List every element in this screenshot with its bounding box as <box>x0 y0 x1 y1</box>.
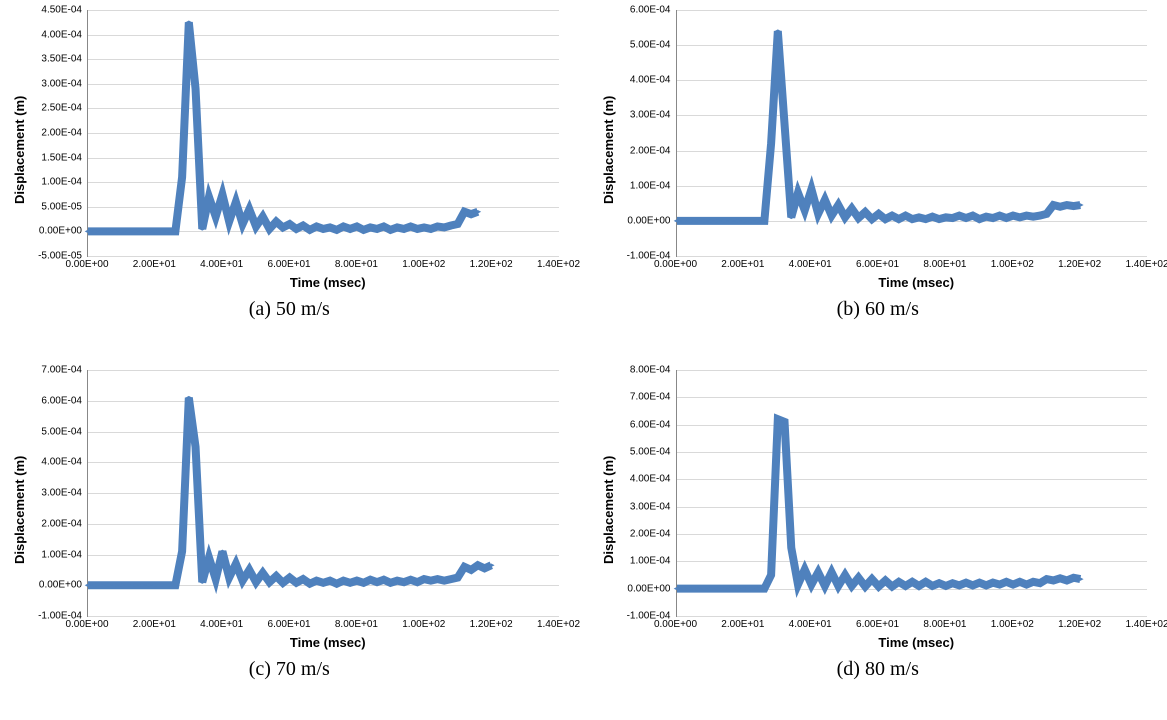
plot-area: -1.00E-040.00E+001.00E-042.00E-043.00E-0… <box>676 370 1148 617</box>
y-tick-label: 1.00E-04 <box>41 177 82 188</box>
y-tick-label: 0.00E+00 <box>627 583 670 594</box>
x-tick-label: 1.40E+02 <box>1125 619 1167 630</box>
x-tick-label: 2.00E+01 <box>133 619 176 630</box>
series-line <box>677 10 1148 256</box>
y-tick-label: 1.50E-04 <box>41 152 82 163</box>
x-tick-label: 1.20E+02 <box>470 259 513 270</box>
x-tick-label: 1.00E+02 <box>991 259 1034 270</box>
x-tick-label: 2.00E+01 <box>721 259 764 270</box>
x-tick-label: 1.40E+02 <box>537 259 580 270</box>
y-tick-label: 3.00E-04 <box>630 501 671 512</box>
x-tick-label: 0.00E+00 <box>65 259 108 270</box>
y-axis-label: Displacement (m) <box>599 370 616 650</box>
y-tick-label: 5.00E-04 <box>630 40 671 51</box>
chart-box: Displacement (m) -1.00E-040.00E+001.00E-0… <box>10 370 569 650</box>
y-tick-label: 2.00E-04 <box>41 128 82 139</box>
y-tick-label: 2.00E-04 <box>630 145 671 156</box>
chart-panel-a: Displacement (m) -5.00E-050.00E+005.00E-0… <box>10 10 569 350</box>
y-tick-label: 0.00E+00 <box>39 226 82 237</box>
y-tick-label: 6.00E-04 <box>630 419 671 430</box>
y-tick-label: 4.50E-04 <box>41 5 82 16</box>
y-axis-label: Displacement (m) <box>10 10 27 290</box>
x-axis-label: Time (msec) <box>676 275 1158 290</box>
y-tick-label: 6.00E-04 <box>41 395 82 406</box>
y-tick-label: 6.00E-04 <box>630 5 671 16</box>
y-tick-label: 7.00E-04 <box>630 392 671 403</box>
y-tick-label: 0.00E+00 <box>627 215 670 226</box>
x-tick-label: 4.00E+01 <box>200 619 243 630</box>
x-tick-label: 1.20E+02 <box>1058 259 1101 270</box>
x-axis-label: Time (msec) <box>676 635 1158 650</box>
x-tick-label: 1.40E+02 <box>1125 259 1167 270</box>
x-tick-label: 1.20E+02 <box>470 619 513 630</box>
x-tick-label: 1.00E+02 <box>402 619 445 630</box>
series-line <box>677 370 1148 616</box>
chart-grid: Displacement (m) -5.00E-050.00E+005.00E-0… <box>10 10 1157 710</box>
chart-box: Displacement (m) -5.00E-050.00E+005.00E-0… <box>10 10 569 290</box>
chart-caption: (b) 60 m/s <box>837 298 919 321</box>
plot-area: -1.00E-040.00E+001.00E-042.00E-043.00E-0… <box>87 370 559 617</box>
x-tick-label: 1.20E+02 <box>1058 619 1101 630</box>
y-tick-label: 8.00E-04 <box>630 365 671 376</box>
x-tick-label: 6.00E+01 <box>268 259 311 270</box>
chart-box: Displacement (m) -1.00E-040.00E+001.00E-0… <box>599 370 1158 650</box>
x-tick-label: 0.00E+00 <box>654 259 697 270</box>
x-tick-label: 4.00E+01 <box>200 259 243 270</box>
chart-panel-c: Displacement (m) -1.00E-040.00E+001.00E-0… <box>10 370 569 710</box>
y-tick-label: 2.00E-04 <box>630 529 671 540</box>
y-tick-label: 4.00E-04 <box>41 457 82 468</box>
y-tick-label: 1.00E-04 <box>41 549 82 560</box>
x-tick-label: 1.00E+02 <box>402 259 445 270</box>
y-axis-label: Displacement (m) <box>10 370 27 650</box>
y-tick-label: 3.50E-04 <box>41 54 82 65</box>
x-tick-label: 2.00E+01 <box>133 259 176 270</box>
y-tick-label: 1.00E-04 <box>630 556 671 567</box>
y-tick-label: 3.00E-04 <box>41 488 82 499</box>
x-tick-label: 6.00E+01 <box>856 619 899 630</box>
chart-panel-d: Displacement (m) -1.00E-040.00E+001.00E-0… <box>599 370 1158 710</box>
y-tick-label: 0.00E+00 <box>39 580 82 591</box>
x-tick-label: 0.00E+00 <box>654 619 697 630</box>
y-tick-label: 2.00E-04 <box>41 518 82 529</box>
y-tick-label: 5.00E-04 <box>41 426 82 437</box>
y-tick-label: 3.00E-04 <box>41 78 82 89</box>
x-tick-label: 8.00E+01 <box>923 259 966 270</box>
y-tick-label: 5.00E-04 <box>630 447 671 458</box>
y-tick-label: 4.00E-04 <box>41 29 82 40</box>
plot-area: -5.00E-050.00E+005.00E-051.00E-041.50E-0… <box>87 10 559 257</box>
x-tick-label: 6.00E+01 <box>856 259 899 270</box>
x-tick-label: 0.00E+00 <box>65 619 108 630</box>
series-line <box>88 10 559 256</box>
y-tick-label: 1.00E-04 <box>630 180 671 191</box>
y-tick-label: 2.50E-04 <box>41 103 82 114</box>
plot-area: -1.00E-040.00E+001.00E-042.00E-043.00E-0… <box>676 10 1148 257</box>
x-tick-label: 4.00E+01 <box>789 619 832 630</box>
chart-caption: (d) 80 m/s <box>837 658 919 681</box>
chart-box: Displacement (m) -1.00E-040.00E+001.00E-0… <box>599 10 1158 290</box>
chart-caption: (c) 70 m/s <box>249 658 330 681</box>
y-tick-label: 4.00E-04 <box>630 474 671 485</box>
x-tick-label: 8.00E+01 <box>335 619 378 630</box>
x-tick-label: 8.00E+01 <box>923 619 966 630</box>
x-tick-label: 2.00E+01 <box>721 619 764 630</box>
y-axis-label: Displacement (m) <box>599 10 616 290</box>
series-line <box>88 370 559 616</box>
y-tick-label: 3.00E-04 <box>630 110 671 121</box>
x-tick-label: 1.40E+02 <box>537 619 580 630</box>
chart-panel-b: Displacement (m) -1.00E-040.00E+001.00E-0… <box>599 10 1158 350</box>
chart-caption: (a) 50 m/s <box>249 298 330 321</box>
x-tick-label: 8.00E+01 <box>335 259 378 270</box>
x-tick-label: 6.00E+01 <box>268 619 311 630</box>
x-tick-label: 4.00E+01 <box>789 259 832 270</box>
y-tick-label: 4.00E-04 <box>630 75 671 86</box>
x-tick-label: 1.00E+02 <box>991 619 1034 630</box>
x-axis-label: Time (msec) <box>87 275 569 290</box>
y-tick-label: 5.00E-05 <box>41 201 82 212</box>
x-axis-label: Time (msec) <box>87 635 569 650</box>
y-tick-label: 7.00E-04 <box>41 365 82 376</box>
